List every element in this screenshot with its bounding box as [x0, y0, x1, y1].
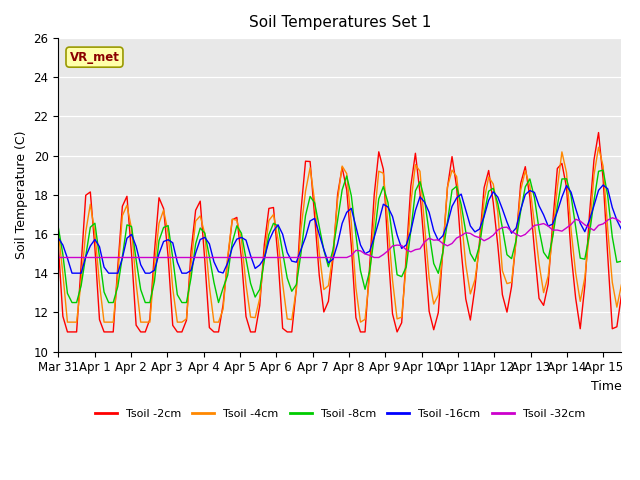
Tsoil -8cm: [307, 193, 314, 199]
Tsoil -32cm: [301, 254, 309, 260]
Tsoil -2cm: [164, 254, 172, 260]
Tsoil -2cm: [384, 246, 392, 252]
Tsoil -8cm: [54, 224, 62, 230]
Tsoil -2cm: [224, 256, 232, 262]
Tsoil -32cm: [160, 254, 168, 260]
Tsoil -32cm: [380, 252, 387, 257]
Line: Tsoil -8cm: Tsoil -8cm: [58, 170, 621, 302]
Tsoil -8cm: [95, 254, 103, 260]
Tsoil -8cm: [59, 252, 67, 257]
Tsoil -16cm: [224, 260, 232, 266]
Tsoil -2cm: [59, 313, 67, 319]
Tsoil -8cm: [68, 300, 76, 305]
Tsoil -16cm: [307, 218, 314, 224]
Line: Tsoil -4cm: Tsoil -4cm: [58, 147, 621, 322]
Tsoil -32cm: [54, 254, 62, 260]
Tsoil -32cm: [59, 254, 67, 260]
X-axis label: Time: Time: [591, 380, 621, 393]
Tsoil -4cm: [618, 282, 625, 288]
Tsoil -4cm: [54, 228, 62, 234]
Y-axis label: Soil Temperature (C): Soil Temperature (C): [15, 131, 28, 259]
Tsoil -32cm: [220, 254, 227, 260]
Tsoil -8cm: [618, 258, 625, 264]
Tsoil -4cm: [224, 254, 232, 260]
Tsoil -4cm: [63, 319, 71, 325]
Tsoil -4cm: [95, 281, 103, 287]
Tsoil -16cm: [384, 204, 392, 210]
Legend: Tsoil -2cm, Tsoil -4cm, Tsoil -8cm, Tsoil -16cm, Tsoil -32cm: Tsoil -2cm, Tsoil -4cm, Tsoil -8cm, Tsoi…: [90, 404, 589, 423]
Tsoil -4cm: [164, 230, 172, 236]
Tsoil -2cm: [95, 317, 103, 323]
Tsoil -4cm: [307, 165, 314, 171]
Title: Soil Temperatures Set 1: Soil Temperatures Set 1: [249, 15, 431, 30]
Tsoil -2cm: [307, 158, 314, 164]
Line: Tsoil -16cm: Tsoil -16cm: [58, 185, 621, 273]
Tsoil -4cm: [595, 144, 602, 150]
Tsoil -16cm: [68, 270, 76, 276]
Tsoil -4cm: [384, 221, 392, 227]
Tsoil -8cm: [164, 223, 172, 228]
Tsoil -8cm: [224, 272, 232, 278]
Tsoil -2cm: [63, 329, 71, 335]
Tsoil -16cm: [164, 237, 172, 242]
Tsoil -16cm: [599, 182, 607, 188]
Text: VR_met: VR_met: [70, 51, 120, 64]
Tsoil -16cm: [618, 227, 625, 232]
Tsoil -16cm: [95, 244, 103, 250]
Tsoil -2cm: [618, 292, 625, 298]
Tsoil -16cm: [54, 235, 62, 241]
Tsoil -8cm: [599, 168, 607, 173]
Line: Tsoil -32cm: Tsoil -32cm: [58, 218, 621, 257]
Tsoil -4cm: [59, 271, 67, 276]
Tsoil -16cm: [59, 242, 67, 248]
Tsoil -2cm: [54, 242, 62, 248]
Tsoil -8cm: [384, 200, 392, 205]
Line: Tsoil -2cm: Tsoil -2cm: [58, 132, 621, 332]
Tsoil -32cm: [609, 215, 616, 221]
Tsoil -32cm: [91, 254, 99, 260]
Tsoil -2cm: [595, 130, 602, 135]
Tsoil -32cm: [618, 220, 625, 226]
